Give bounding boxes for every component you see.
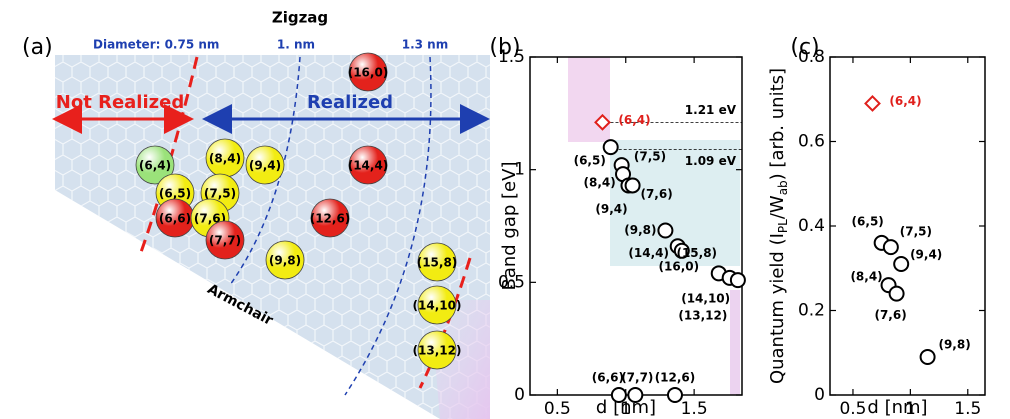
node-label: (8,4) [209,152,241,166]
node-label: (12,6) [310,212,351,226]
point-label: (7,6) [874,308,906,322]
point-label: (12,6) [655,371,696,385]
point-label: (9,8) [624,223,656,237]
node-label: (9,8) [269,254,301,268]
x-tick-label: 1.5 [954,399,981,419]
point [626,178,640,192]
point-label: (14,10) [681,291,730,305]
point [884,240,898,254]
point-label: (6,6) [592,371,624,385]
node-label: (14,10) [413,299,462,313]
point [658,224,672,238]
point [604,140,618,154]
node-label: (15,8) [417,256,458,270]
point-label: (9,4) [910,248,942,262]
point [890,287,904,301]
node-label: (13,12) [413,344,462,358]
node-label: (9,4) [249,159,281,173]
y-tick-label: 0 [814,385,825,405]
point [921,350,935,364]
point-label: (7,6) [640,187,672,201]
point [628,388,642,402]
diameter-label: Diameter: 0.75 nm [93,38,219,52]
point-label: (6,5) [574,154,606,168]
point [668,388,682,402]
title: Zigzag [272,9,328,27]
point-label: (8,4) [584,176,616,190]
figure: (a) Zigzag Diameter: 0.75 nm 1. nm 1.3 n… [0,0,1010,419]
y-tick-label: 1.5 [498,47,525,67]
node-label: (14,4) [348,159,389,173]
y-axis-label-part: PL [776,219,790,233]
point-label: (6,5) [852,214,884,228]
point-label: (15,8) [676,246,717,260]
point-label: (13,12) [678,309,727,323]
point-label: (8,4) [850,270,882,284]
x-tick-label: 1.5 [681,399,708,419]
reference-label: 1.21 eV [685,103,737,117]
point [612,388,626,402]
point-label: (7,5) [634,150,666,164]
point-label: (7,5) [900,225,932,239]
node-label: (6,5) [159,187,191,201]
point-label: (9,4) [595,202,627,216]
node-label: (7,5) [204,187,236,201]
panel-label: (a) [22,35,53,60]
reference-label: 1.09 eV [685,154,737,168]
node-label: (16,0) [348,66,389,80]
point-label: (6,4) [889,94,921,108]
node-label: (6,4) [139,159,171,173]
page: (a) Zigzag Diameter: 0.75 nm 1. nm 1.3 n… [0,0,1010,419]
y-axis-label-part: Quantum yield (I [767,233,788,384]
node-label: (7,7) [209,234,241,248]
x-tick-label: 0.5 [544,399,571,419]
diameter-label: 1. nm [277,38,315,52]
point-label: (14,4) [628,246,669,260]
point-label: (16,0) [659,259,700,273]
region-label: Not Realized [56,92,184,113]
node-label: (6,6) [159,212,191,226]
region-label: Realized [307,92,393,113]
x-axis-label: d [nm] [596,397,656,418]
point [865,96,879,110]
y-axis-label: Quantum yield (IPL/Wab) [arb. units] [767,68,790,384]
point-label: (7,7) [621,371,653,385]
y-axis-label-part: ab [776,180,790,195]
y-tick-label: 0.2 [798,301,825,321]
y-axis-label: Band gap [eV] [499,162,520,291]
y-axis-label-part: /W [767,195,788,219]
diameter-label: 1.3 nm [402,38,448,52]
y-tick-label: 0.6 [798,132,825,152]
x-axis-label: d [nm] [867,397,927,418]
y-tick-label: 0.4 [798,216,825,236]
x-tick-label: 0.5 [839,399,866,419]
point-label: (9,8) [938,337,970,351]
shade [730,290,740,395]
y-axis-label-part: ) [arb. units] [767,68,788,180]
y-tick-label: 0.8 [798,47,825,67]
point [894,257,908,271]
point-label: (6,4) [618,113,650,127]
point [731,273,745,287]
y-tick-label: 0 [514,385,525,405]
